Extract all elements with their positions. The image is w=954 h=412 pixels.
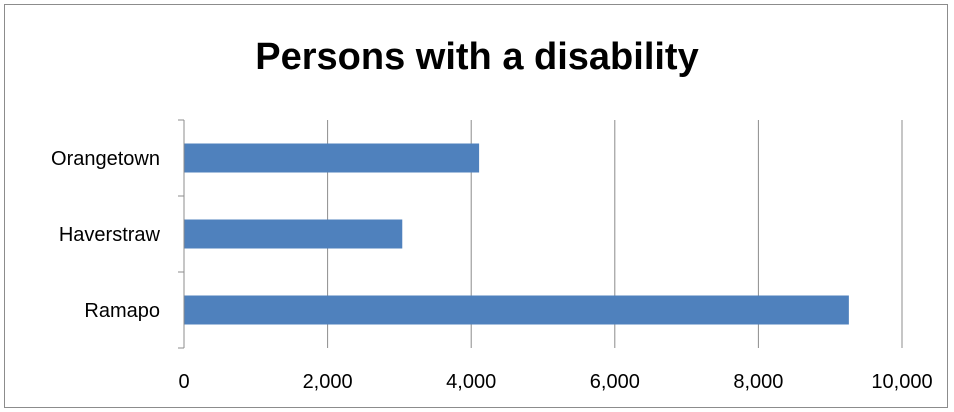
- y-category-label: Ramapo: [84, 300, 160, 322]
- x-tick-label: 10,000: [871, 371, 932, 393]
- tick-labels: 0 2,000 4,000 6,000 8,000 10,000 Ramapo Haverst…: [51, 148, 933, 393]
- bar-haverstraw: [184, 219, 403, 249]
- chart-title: Persons with a disability: [255, 36, 699, 78]
- y-category-label: Orangetown: [51, 148, 160, 170]
- bar-ramapo: [184, 295, 849, 325]
- x-tick-label: 8,000: [733, 371, 783, 393]
- bar-orangetown: [184, 143, 480, 173]
- x-tick-label: 6,000: [590, 371, 640, 393]
- bars: [184, 143, 849, 325]
- y-category-label: Haverstraw: [59, 224, 161, 246]
- x-tick-label: 4,000: [446, 371, 496, 393]
- x-tick-label: 2,000: [303, 371, 353, 393]
- x-tick-label: 0: [178, 371, 189, 393]
- chart-frame: [4, 4, 948, 408]
- axes: [178, 119, 185, 349]
